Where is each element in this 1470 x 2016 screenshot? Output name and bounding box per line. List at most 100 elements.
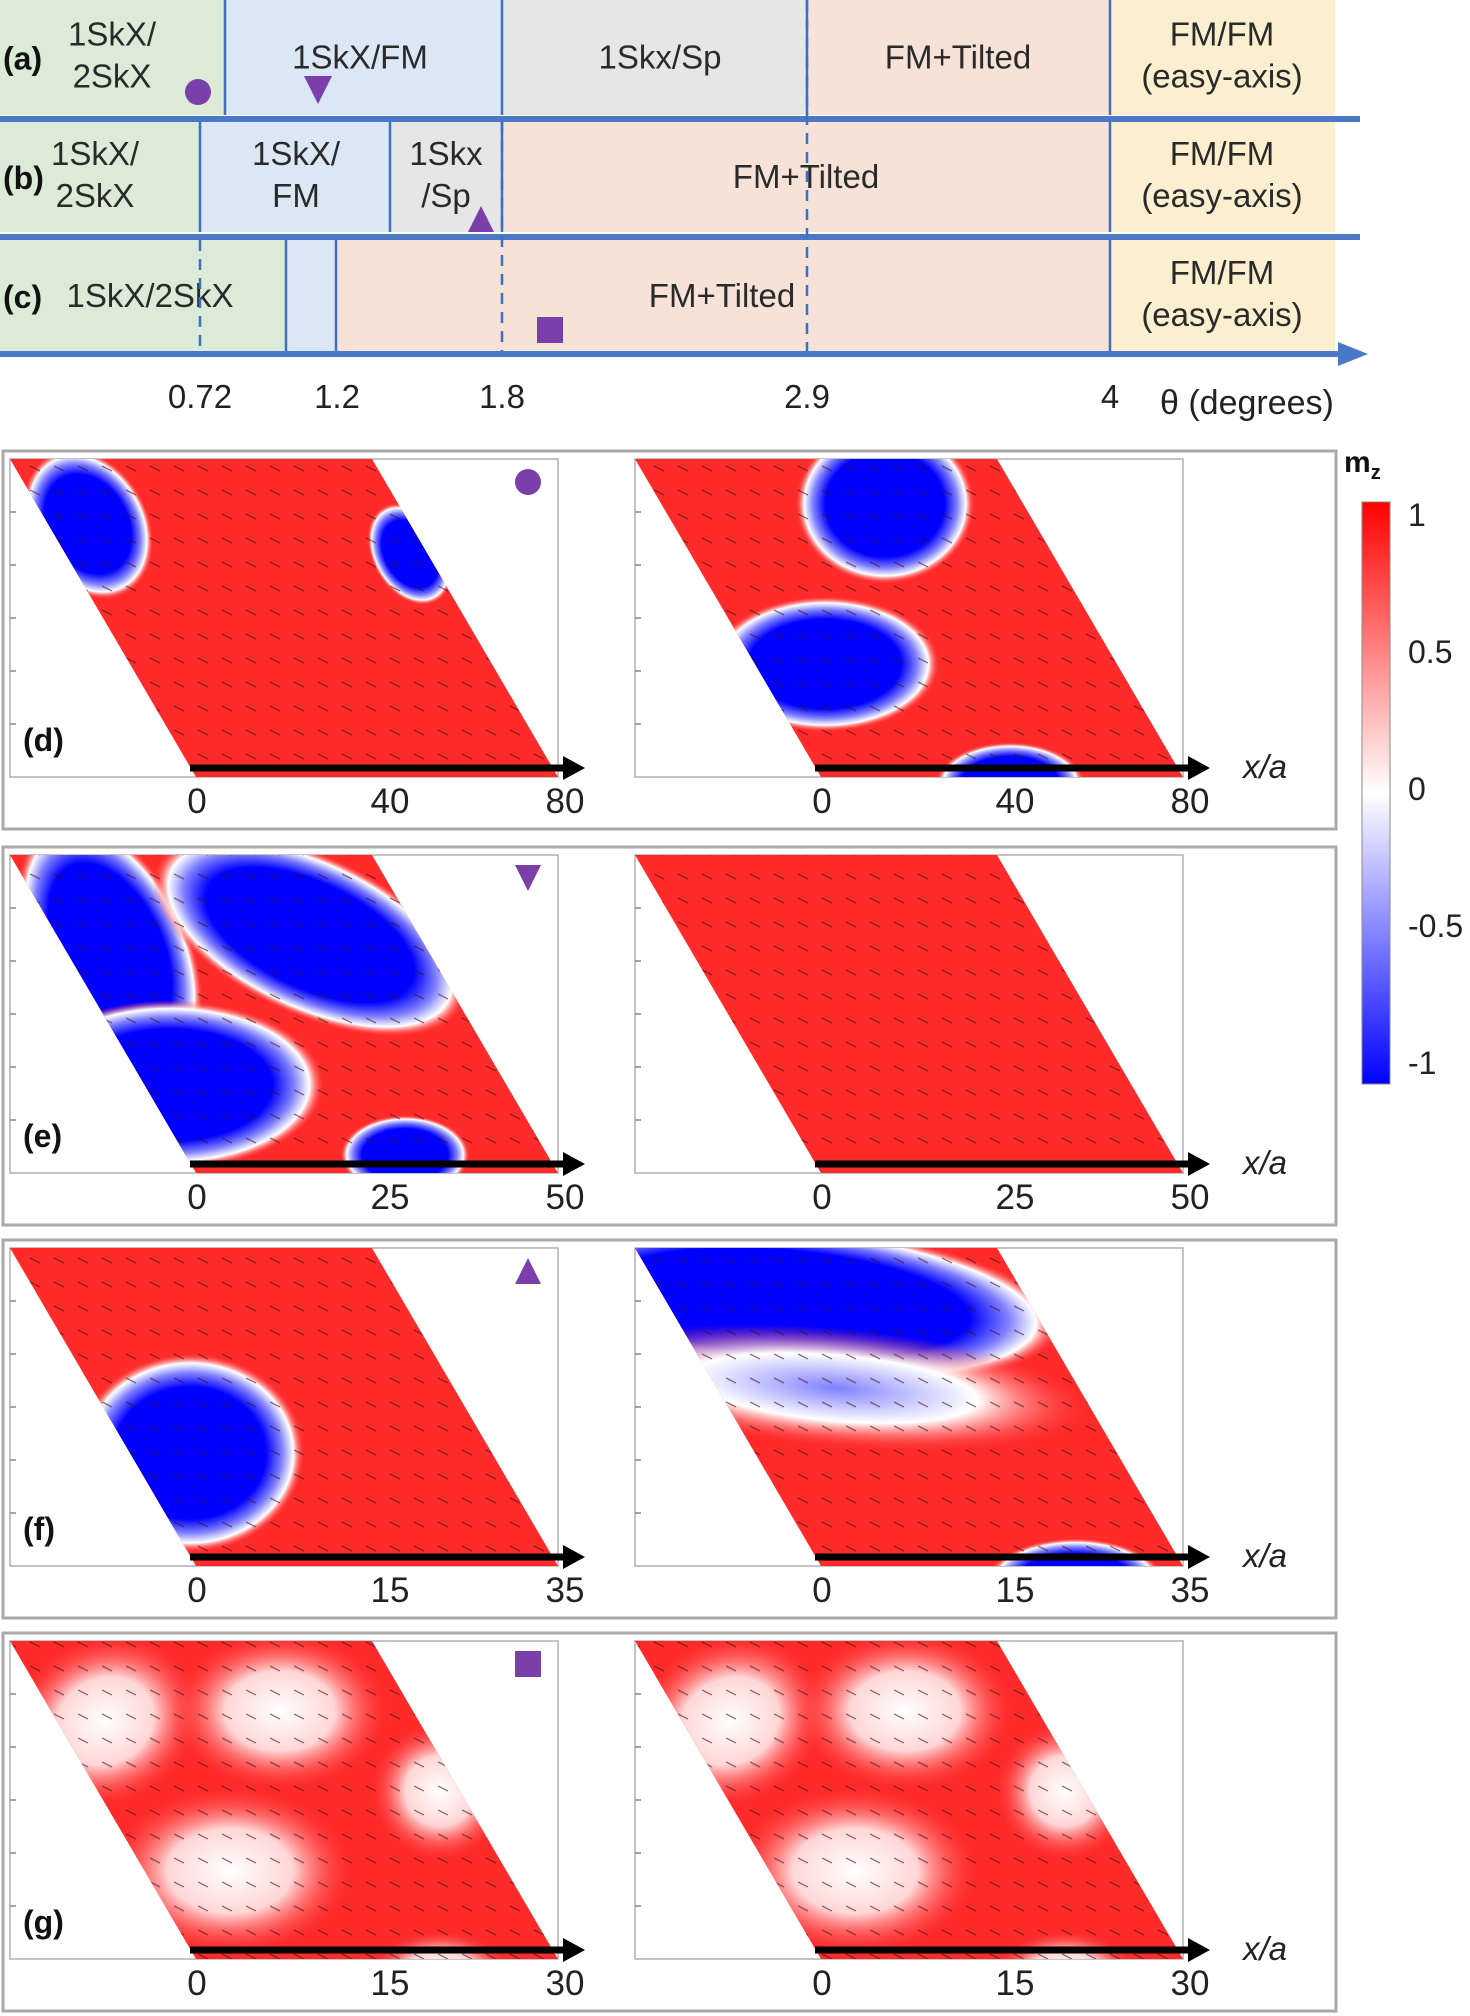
x-axis-arrow bbox=[1188, 1545, 1210, 1569]
subplot: 0 15 35 bbox=[9, 1247, 585, 1610]
phase-region bbox=[0, 122, 200, 232]
phase-label: (easy-axis) bbox=[1141, 296, 1302, 333]
phase-label: 2SkX bbox=[56, 177, 135, 214]
x-axis-label: x/a bbox=[1241, 748, 1287, 785]
phase-label: FM/FM bbox=[1170, 254, 1274, 291]
panel-marker-triangle-down bbox=[515, 865, 541, 891]
phase-label: (easy-axis) bbox=[1141, 177, 1302, 214]
x-tick: 80 bbox=[1171, 782, 1210, 821]
colorbar-tick: -1 bbox=[1408, 1045, 1436, 1081]
x-tick: 0 bbox=[187, 1964, 206, 2003]
x-tick: 0 bbox=[812, 1964, 831, 2003]
x-tick: 25 bbox=[996, 1178, 1035, 1217]
x-tick: 15 bbox=[996, 1964, 1035, 2003]
colorbar-tick: 0.5 bbox=[1408, 634, 1452, 670]
phase-marker-circle bbox=[185, 79, 211, 105]
panel-label: (e) bbox=[23, 1118, 62, 1154]
phase-region bbox=[336, 240, 1110, 352]
x-axis-arrow bbox=[563, 1938, 585, 1962]
colorbar-scale bbox=[1361, 501, 1391, 1085]
subplot: 0 25 50 x/a bbox=[634, 854, 1287, 1217]
colorbar-title-main: m bbox=[1344, 446, 1371, 479]
phase-region bbox=[0, 240, 286, 352]
row-label: (c) bbox=[3, 279, 42, 315]
x-axis-arrow bbox=[563, 756, 585, 780]
panel-label: (g) bbox=[23, 1904, 64, 1940]
x-axis-arrow bbox=[563, 1545, 585, 1569]
x-tick: 40 bbox=[996, 782, 1035, 821]
colorbar: mz 1 0.5 0 -0.5 -1 bbox=[1344, 446, 1463, 1085]
colorbar-tick: 0 bbox=[1408, 771, 1426, 807]
colorbar-title: mz bbox=[1344, 446, 1381, 484]
spin-texture-panels: 0 40 80 0 40 80 x/a (d) 0 25 50 0 25 50 x/a (e) 0 15 35 0 15… bbox=[1, 449, 1338, 2013]
row-separator bbox=[0, 116, 1360, 122]
panel-label: (d) bbox=[23, 722, 64, 758]
phase-label: 1SkX/ bbox=[51, 135, 140, 172]
phase-label: (easy-axis) bbox=[1141, 58, 1302, 95]
colorbar-title-sub: z bbox=[1371, 462, 1381, 484]
phase-label: FM+Tilted bbox=[885, 39, 1031, 76]
x-axis-arrow bbox=[1188, 1152, 1210, 1176]
panel: 0 15 35 0 15 35 x/a (f) bbox=[1, 1238, 1338, 1620]
phase-label: 1SkX/ bbox=[252, 135, 341, 172]
theta-tick: 1.8 bbox=[479, 378, 525, 415]
panel: 0 40 80 0 40 80 x/a (d) bbox=[1, 449, 1338, 831]
phase-label: 1SkX/ bbox=[68, 16, 157, 53]
phase-marker-square bbox=[537, 317, 563, 343]
phase-marker-triangle-down bbox=[304, 76, 332, 104]
x-tick: 15 bbox=[371, 1964, 410, 2003]
phase-row: 1SkX/2SkX FM+Tilted FM/FM (easy-axis) (c) bbox=[0, 240, 1335, 352]
x-tick: 50 bbox=[1171, 1178, 1210, 1217]
x-tick: 0 bbox=[812, 1571, 831, 1610]
panel-label: (f) bbox=[23, 1511, 55, 1547]
x-tick: 30 bbox=[1171, 1964, 1210, 2003]
x-tick: 0 bbox=[187, 782, 206, 821]
x-tick: 80 bbox=[546, 782, 585, 821]
row-label: (b) bbox=[3, 160, 44, 196]
x-axis-label: x/a bbox=[1241, 1144, 1287, 1181]
colorbar-tick: -0.5 bbox=[1408, 908, 1463, 944]
phase-label: FM/FM bbox=[1170, 135, 1274, 172]
phase-label: 1SkX/2SkX bbox=[67, 277, 234, 314]
x-axis-label: x/a bbox=[1241, 1537, 1287, 1574]
x-tick: 40 bbox=[371, 782, 410, 821]
x-tick: 0 bbox=[812, 1178, 831, 1217]
row-label: (a) bbox=[3, 41, 42, 77]
x-tick: 30 bbox=[546, 1964, 585, 2003]
phase-region bbox=[1110, 0, 1335, 115]
phase-region bbox=[200, 122, 390, 232]
phase-label: FM bbox=[272, 177, 320, 214]
x-tick: 35 bbox=[546, 1571, 585, 1610]
theta-tick: 0.72 bbox=[168, 378, 232, 415]
subplot: 0 25 50 bbox=[9, 854, 585, 1217]
colorbar-ticks: 1 0.5 0 -0.5 -1 bbox=[1408, 497, 1463, 1081]
phase-label: 2SkX bbox=[73, 58, 152, 95]
phase-diagram: 1SkX/2SkX 1SkX/FM 1Skx/Sp FM+Tilted FM/FM (ea… bbox=[0, 0, 1368, 422]
subplot: 0 15 30 bbox=[9, 1640, 585, 2003]
x-tick: 15 bbox=[996, 1571, 1035, 1610]
panel: 0 25 50 0 25 50 x/a (e) bbox=[1, 845, 1338, 1227]
phase-label: FM/FM bbox=[1170, 16, 1274, 53]
phase-row: 1SkX/2SkX1SkX/FM1Skx/SpFM+TiltedFM/FM(ea… bbox=[0, 122, 1335, 232]
colorbar-tick: 1 bbox=[1408, 497, 1426, 533]
phase-label: 1SkX/FM bbox=[292, 39, 428, 76]
phase-label: /Sp bbox=[421, 177, 471, 214]
x-tick: 25 bbox=[371, 1178, 410, 1217]
theta-tick: 1.2 bbox=[314, 378, 360, 415]
theta-axis-arrow bbox=[1338, 342, 1368, 366]
x-tick: 15 bbox=[371, 1571, 410, 1610]
x-axis-label: x/a bbox=[1241, 1930, 1287, 1967]
phase-region bbox=[286, 240, 336, 352]
x-axis-arrow bbox=[1188, 1938, 1210, 1962]
theta-tick: 4 bbox=[1101, 378, 1119, 415]
phase-region bbox=[807, 0, 1110, 115]
phase-region bbox=[1110, 240, 1335, 352]
phase-region bbox=[1110, 122, 1335, 232]
x-axis-arrow bbox=[563, 1152, 585, 1176]
panel-marker-square bbox=[515, 1651, 541, 1677]
subplot: 0 40 80 x/a bbox=[634, 458, 1287, 821]
subplot: 0 15 35 x/a bbox=[634, 1247, 1287, 1610]
phase-label: 1Skx bbox=[409, 135, 483, 172]
